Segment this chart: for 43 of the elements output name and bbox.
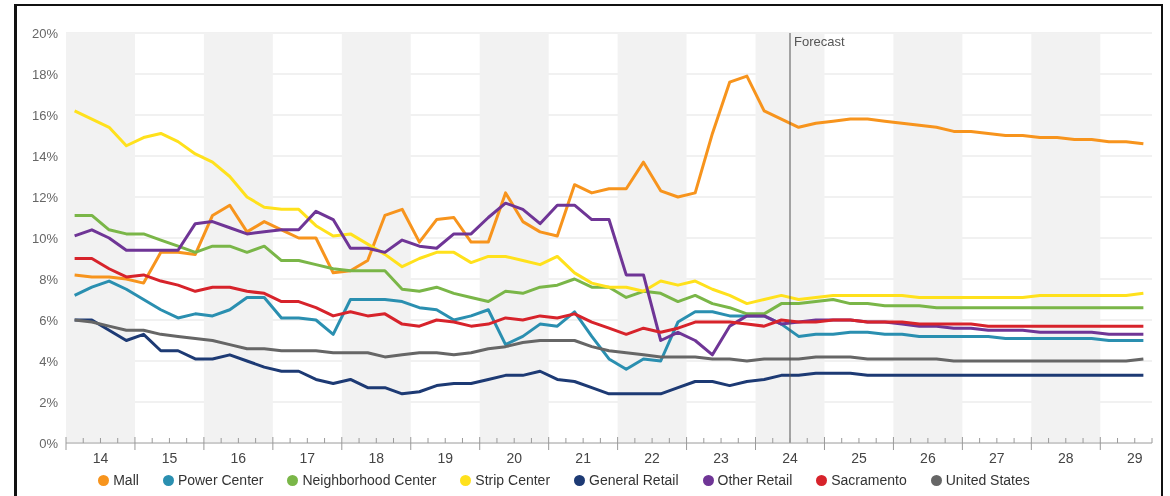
legend-label: United States — [945, 472, 1030, 488]
line-series — [73, 279, 1145, 371]
line-series — [73, 213, 1145, 316]
y-tick-label: 8% — [39, 271, 59, 287]
y-tick-label: 14% — [31, 148, 59, 164]
x-tick-label: 14 — [92, 450, 109, 466]
x-tick-label: 21 — [575, 450, 592, 466]
legend-label: Mall — [113, 472, 139, 488]
y-tick-label: 20% — [31, 25, 59, 41]
y-tick-label: 16% — [31, 107, 59, 123]
legend-label: Sacramento — [831, 472, 907, 488]
x-tick-label: 27 — [989, 450, 1005, 466]
x-tick-label: 19 — [437, 450, 454, 466]
legend-label: Neighborhood Center — [302, 472, 437, 488]
x-tick-label: 26 — [920, 450, 936, 466]
x-tick-label: 16 — [230, 450, 247, 466]
x-tick-label: 28 — [1058, 450, 1074, 466]
x-tick-label: 24 — [782, 450, 798, 466]
x-tick-label: 17 — [299, 450, 316, 466]
x-tick-label: 22 — [644, 450, 661, 466]
x-tick-label: 25 — [851, 450, 867, 466]
y-tick-label: 10% — [31, 230, 59, 246]
line-series — [73, 109, 1145, 306]
line-series — [73, 257, 1145, 336]
x-tick-label: 29 — [1126, 450, 1143, 466]
legend-label: Power Center — [177, 472, 264, 488]
ref-line-label: Forecast — [794, 34, 845, 50]
y-tick-label: 4% — [39, 353, 59, 369]
y-tick-label: 6% — [39, 312, 59, 328]
y-tick-label: 0% — [39, 435, 59, 451]
y-tick-label: 2% — [39, 394, 59, 410]
x-tick-label: 18 — [368, 450, 385, 466]
x-tick-label: 23 — [713, 450, 730, 466]
line-series — [73, 74, 1145, 285]
x-tick-label: 20 — [506, 450, 523, 466]
legend-label: General Retail — [589, 472, 679, 488]
legend-label: Strip Center — [475, 472, 551, 488]
legend-label: Other Retail — [717, 472, 793, 488]
y-tick-label: 18% — [31, 66, 59, 82]
line-series — [73, 318, 1145, 363]
line-series — [73, 201, 1145, 357]
x-tick-label: 15 — [161, 450, 178, 466]
y-tick-label: 12% — [31, 189, 59, 205]
